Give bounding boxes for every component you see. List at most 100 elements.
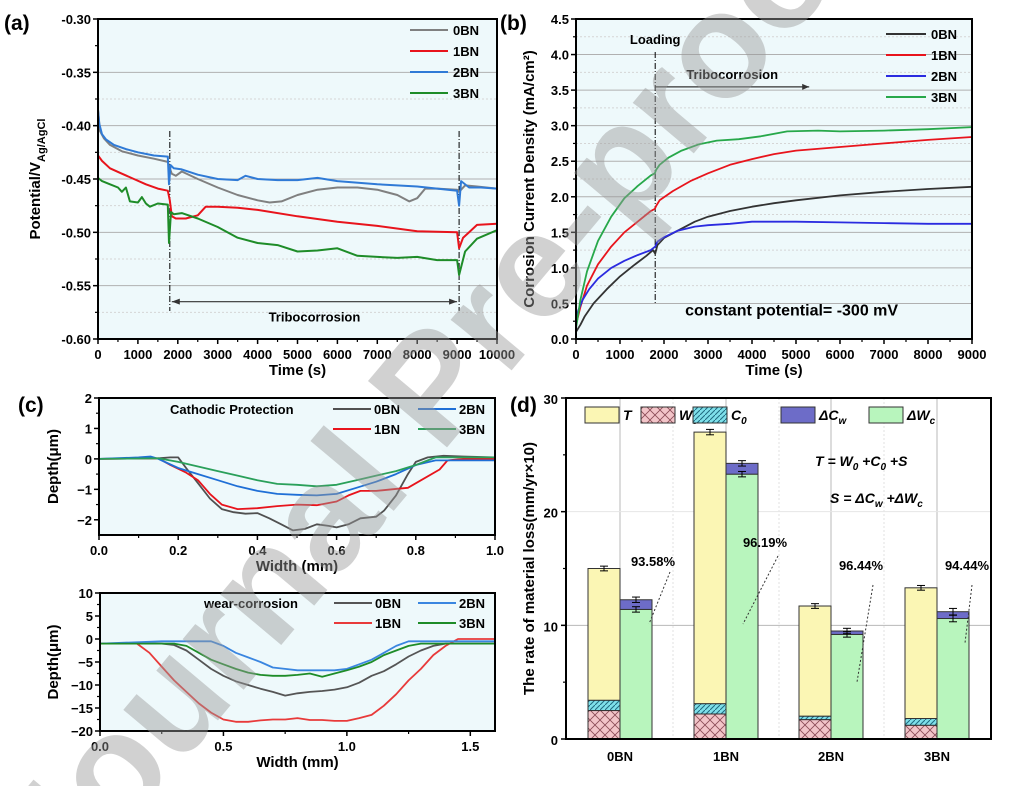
legend-label-0BN: 0BN	[374, 402, 400, 417]
legend-label-1BN: 1BN	[453, 44, 479, 59]
formula-0: T = W0 +C0 +S	[815, 453, 908, 473]
legend-label-subscript: c	[930, 416, 936, 427]
bar-T-1BN	[693, 431, 727, 705]
x-tick-label: 1.0	[486, 543, 504, 558]
x-tick-label: 5000	[283, 347, 312, 362]
bar-T-0BN	[587, 568, 621, 701]
panel-c-cathodic-profile-chart: 0.0 0.2 0.4 0.6 0.8 1.0 2 1 0 −1 −2 Width (mm) Depth…	[45, 391, 504, 575]
y-tick-label: -0.45	[61, 172, 91, 187]
y-tick-label: 20	[544, 506, 558, 521]
legend-label-3BN: 3BN	[453, 86, 479, 101]
bar-dWc-0BN	[619, 608, 653, 740]
panel-label-b: (b)	[500, 12, 527, 35]
x-tick-label: 0.0	[90, 543, 108, 558]
percent-leader-line	[648, 571, 671, 625]
y-tick-label: 2.5	[551, 154, 569, 169]
bar-dWc-3BN	[936, 618, 970, 740]
x-tick-label: 5000	[782, 347, 811, 362]
y-tick-label: −5	[78, 655, 93, 670]
y-tick-label: 5	[86, 609, 93, 624]
y-axis-title: Corrosion Current Density (mA/cm²)	[521, 50, 538, 308]
series-line-1BN	[99, 457, 495, 511]
y-tick-label: 0.5	[551, 296, 569, 311]
legend-label-3BN: 3BN	[459, 422, 485, 437]
x-tick-label: 0.5	[214, 739, 232, 754]
bar-T-3BN	[904, 587, 938, 720]
legend-label-0BN: 0BN	[375, 596, 401, 611]
legend-label-2BN: 2BN	[931, 69, 957, 84]
panel-label-a: (a)	[4, 12, 30, 35]
formula-text: +S	[886, 453, 908, 469]
bar-T-2BN	[798, 605, 832, 717]
series-line-0BN	[100, 642, 495, 697]
x-tick-label: 0	[572, 347, 579, 362]
series-group	[576, 126, 972, 333]
formula-subscript: w	[875, 499, 884, 510]
x-tick-label: 0	[94, 347, 101, 362]
x-tick-label: 1000	[606, 347, 635, 362]
bar-W0-2BN	[798, 719, 832, 740]
bar-dWc-2BN	[830, 633, 864, 740]
legend-label-2BN: 2BN	[459, 402, 485, 417]
formula-subscript: 0	[853, 462, 859, 473]
bar-dWc-1BN	[725, 473, 759, 740]
legend-label-main: C	[731, 407, 742, 423]
bar-W0-1BN	[693, 713, 727, 740]
series-group	[99, 454, 495, 532]
y-tick-label: −2	[77, 513, 92, 528]
y-axis-title: Potential/VAg/AgCl	[27, 119, 48, 240]
legend-label-1BN: 1BN	[375, 616, 401, 631]
percent-label: 93.58%	[631, 554, 676, 569]
y-axis-title: The rate of material loss(mm/yr×10)	[521, 442, 538, 695]
bar-C0-2BN	[798, 715, 832, 721]
legend-swatch-dWc	[868, 406, 904, 424]
legend-label-T: T	[623, 407, 633, 423]
legend-label-subscript: w	[839, 416, 848, 427]
legend-label-3BN: 3BN	[931, 90, 957, 105]
formula-text: +ΔW	[883, 490, 919, 506]
legend-label-2BN: 2BN	[453, 65, 479, 80]
y-axis-title: Depth(μm)	[45, 429, 62, 504]
y-tick-label: 0	[85, 452, 92, 467]
x-tick-label: 9000	[958, 347, 987, 362]
x-tick-label: 0.2	[169, 543, 187, 558]
annotation-constant-potential: constant potential= -300 mV	[685, 303, 898, 320]
legend-label-3BN: 3BN	[459, 616, 485, 631]
percent-label: 94.44%	[945, 558, 990, 573]
x-tick-label: 6000	[323, 347, 352, 362]
bar-C0-1BN	[693, 703, 727, 715]
legend-label-main: W	[679, 407, 694, 423]
y-tick-label: 0	[551, 733, 558, 748]
legend-label-main: T	[623, 407, 633, 423]
percent-leader-line	[856, 584, 874, 683]
plot-background	[99, 398, 495, 535]
series-line-2BN	[98, 109, 497, 207]
formula-text: +C	[858, 453, 881, 469]
x-category-label: 1BN	[713, 749, 739, 764]
bar-C0-3BN	[904, 718, 938, 726]
formula-subscript: 0	[880, 462, 886, 473]
panel-label-c: (c)	[18, 394, 44, 417]
panel-a-potential-chart: 0 1000 2000 3000 4000 5000 6000 7000 8000 9000 100…	[27, 12, 515, 379]
percent-leader-line	[964, 584, 973, 644]
x-axis-title: Width (mm)	[256, 558, 338, 575]
legend-label-0BN: 0BN	[931, 27, 957, 42]
legend-label-dCw: ΔCw	[818, 407, 848, 427]
panel-b-current-density-chart: 0 1000 2000 3000 4000 5000 6000 7000 8000 9000 0.0…	[521, 12, 986, 379]
y-tick-label: 3.0	[551, 119, 569, 134]
legend-label-0BN: 0BN	[453, 23, 479, 38]
y-axis-title-main: Depth(μm)	[45, 429, 62, 504]
x-category-label: 2BN	[818, 749, 844, 764]
y-tick-label: 10	[79, 586, 93, 601]
arrowhead-left-icon	[171, 298, 180, 305]
legend-swatch-T	[584, 406, 620, 424]
bar-C0-0BN	[587, 699, 621, 712]
x-tick-label: 2000	[163, 347, 192, 362]
x-tick-label: 9000	[443, 347, 472, 362]
y-tick-label: 1.0	[551, 261, 569, 276]
x-tick-label: 10000	[479, 347, 515, 362]
y-axis-title-main: Potential/V	[27, 162, 44, 240]
x-tick-label: 8000	[914, 347, 943, 362]
x-tick-label: 8000	[403, 347, 432, 362]
